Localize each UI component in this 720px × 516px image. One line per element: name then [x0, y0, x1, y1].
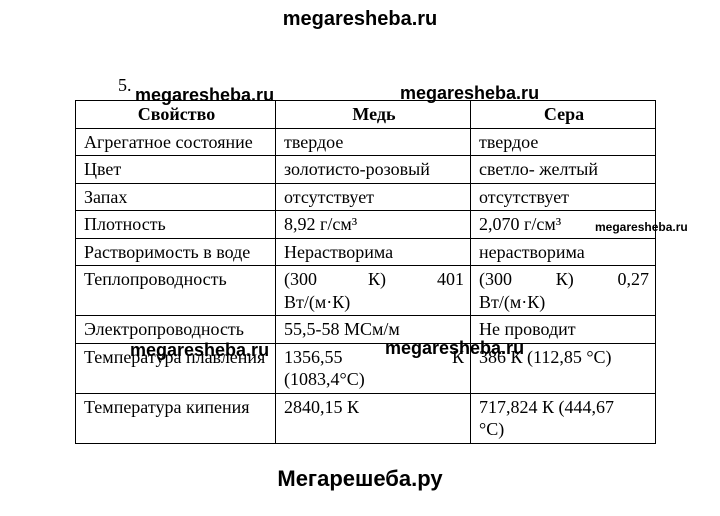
- cell-sulfur: светло- желтый: [471, 156, 656, 184]
- table-row: Цвет золотисто-розовый светло- желтый: [76, 156, 656, 184]
- cell-sulfur: нерастворима: [471, 238, 656, 266]
- page-title-bottom: Мегарешеба.ру: [0, 466, 720, 492]
- cell-copper: золотисто-розовый: [276, 156, 471, 184]
- cell-copper: Нерастворима: [276, 238, 471, 266]
- cell-line: 717,824 К (444,67: [479, 397, 614, 417]
- col-header-copper: Медь: [276, 101, 471, 129]
- table-header-row: Свойство Медь Сера: [76, 101, 656, 129]
- cell-line: Вт/(м·К): [479, 292, 545, 312]
- cell-copper: 55,5-58 МСм/м: [276, 316, 471, 344]
- table-row: Температура плавления 1356,55 К (1083,4°…: [76, 343, 656, 393]
- table-row: Запах отсутствует отсутствует: [76, 183, 656, 211]
- cell-sulfur: Не проводит: [471, 316, 656, 344]
- cell-property: Цвет: [76, 156, 276, 184]
- cell-sulfur: 2,070 г/см³: [471, 211, 656, 239]
- cell-copper: отсутствует: [276, 183, 471, 211]
- table-row: Растворимость в воде Нерастворима нераст…: [76, 238, 656, 266]
- cell-property: Плотность: [76, 211, 276, 239]
- cell-copper: 8,92 г/см³: [276, 211, 471, 239]
- cell-sulfur: (300 К) 0,27 Вт/(м·К): [471, 266, 656, 316]
- table-row: Агрегатное состояние твердое твердое: [76, 128, 656, 156]
- cell-sulfur: 386 К (112,85 °С): [471, 343, 656, 393]
- cell-line: (1083,4°С): [284, 369, 365, 389]
- cell-line: (300 К) 401: [284, 268, 464, 291]
- cell-line: 1356,55 К: [284, 346, 464, 369]
- properties-table-wrap: Свойство Медь Сера Агрегатное состояние …: [75, 100, 655, 444]
- cell-sulfur: отсутствует: [471, 183, 656, 211]
- cell-copper: твердое: [276, 128, 471, 156]
- cell-copper: 2840,15 К: [276, 393, 471, 443]
- table-row: Температура кипения 2840,15 К 717,824 К …: [76, 393, 656, 443]
- cell-property: Запах: [76, 183, 276, 211]
- item-number: 5.: [118, 75, 132, 96]
- cell-property: Теплопроводность: [76, 266, 276, 316]
- col-header-sulfur: Сера: [471, 101, 656, 129]
- cell-property: Растворимость в воде: [76, 238, 276, 266]
- cell-property: Температура плавления: [76, 343, 276, 393]
- col-header-property: Свойство: [76, 101, 276, 129]
- page-title-top: megaresheba.ru: [0, 8, 720, 31]
- cell-property: Электропроводность: [76, 316, 276, 344]
- page: megaresheba.ru 5. Свойство Медь Сера Агр…: [0, 0, 720, 516]
- properties-table: Свойство Медь Сера Агрегатное состояние …: [75, 100, 656, 444]
- table-row: Электропроводность 55,5-58 МСм/м Не пров…: [76, 316, 656, 344]
- cell-line: Вт/(м·К): [284, 292, 350, 312]
- cell-sulfur: 717,824 К (444,67 °С): [471, 393, 656, 443]
- cell-line: °С): [479, 419, 504, 439]
- cell-copper: 1356,55 К (1083,4°С): [276, 343, 471, 393]
- table-row: Плотность 8,92 г/см³ 2,070 г/см³: [76, 211, 656, 239]
- cell-copper: (300 К) 401 Вт/(м·К): [276, 266, 471, 316]
- cell-line: (300 К) 0,27: [479, 268, 649, 291]
- table-row: Теплопроводность (300 К) 401 Вт/(м·К) (3…: [76, 266, 656, 316]
- cell-sulfur: твердое: [471, 128, 656, 156]
- cell-property: Температура кипения: [76, 393, 276, 443]
- cell-property: Агрегатное состояние: [76, 128, 276, 156]
